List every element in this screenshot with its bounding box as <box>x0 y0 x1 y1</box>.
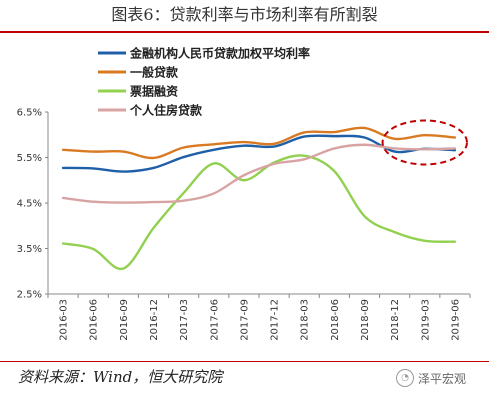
x-tick-label: 2017-12 <box>270 299 281 341</box>
x-tick-label: 2016-09 <box>119 299 130 341</box>
annotation-ellipse <box>381 119 468 166</box>
x-tick-label: 2016-06 <box>89 299 100 341</box>
y-tick-label: 4.5% <box>17 199 42 210</box>
figure-title: 图表6：贷款利率与市场利率有所割裂 <box>111 5 378 24</box>
series-line-bill-financing <box>61 154 457 271</box>
x-tick-label: 2019-03 <box>420 299 431 341</box>
x-tick-label: 2019-06 <box>450 299 461 341</box>
y-tick-label: 2.5% <box>17 290 42 301</box>
watermark-text: 泽平宏观 <box>418 371 467 386</box>
series-line-housing-loans <box>61 143 457 204</box>
y-tick-label: 5.5% <box>17 153 42 164</box>
wechat-icon: ◔ <box>396 369 414 387</box>
legend-general-loans-label: 一般贷款 <box>130 65 179 80</box>
series-line-weighted-avg-rate <box>61 134 457 173</box>
x-tick-label: 2018-06 <box>330 299 341 341</box>
legend-housing-loans-label: 个人住房贷款 <box>129 103 203 118</box>
x-tick-label: 2017-03 <box>179 299 190 341</box>
bottom-rule <box>0 361 489 362</box>
y-tick-label: 6.5% <box>17 108 42 119</box>
watermark: ◔ 泽平宏观 <box>396 369 466 387</box>
legend-weighted-avg-rate-label: 金融机构人民币贷款加权平均利率 <box>129 46 310 61</box>
series-line-general-loans <box>61 126 457 160</box>
x-tick-label: 2017-09 <box>239 299 250 341</box>
line-chart: 2.5% 3.5% 4.5% 5.5% 6.5% 2016-03 2016-06 2016-0… <box>17 46 471 341</box>
x-tick-label: 2016-12 <box>149 299 160 341</box>
x-tick-label: 2018-03 <box>300 299 311 341</box>
x-tick-label: 2018-09 <box>360 299 371 341</box>
title-rule <box>0 31 489 33</box>
x-tick-label: 2017-06 <box>209 299 220 341</box>
x-tick-label: 2018-12 <box>390 299 401 341</box>
source-note: 资料来源：Wind，恒大研究院 <box>18 368 223 386</box>
y-tick-label: 3.5% <box>17 244 42 255</box>
x-tick-label: 2016-03 <box>59 299 70 341</box>
legend-bill-financing-label: 票据融资 <box>130 84 178 99</box>
